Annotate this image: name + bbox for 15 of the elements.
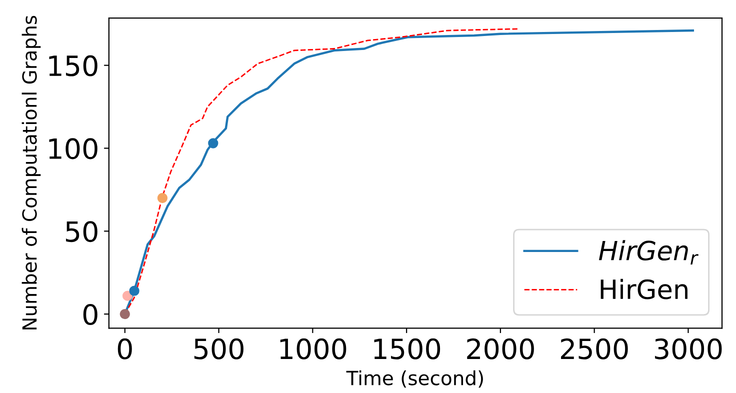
x-tick-label: 2500 <box>561 338 628 360</box>
y-axis-title: Number of Computationl Graphs <box>22 16 41 330</box>
x-axis-title: Time (second) <box>346 370 483 388</box>
x-tick-label: 500 <box>194 338 244 360</box>
x-tick-label: 2000 <box>467 338 534 360</box>
legend-label: HirGen$_{r}$ <box>598 240 698 265</box>
x-tick-label: 3000 <box>654 338 722 360</box>
x-tick-label: 1000 <box>280 338 346 360</box>
y-tick-label: 50 <box>66 221 98 242</box>
legend-label: HirGen <box>600 278 688 300</box>
y-tick-label: 0 <box>83 304 98 326</box>
y-tick-label: 100 <box>49 138 98 160</box>
x-tick-label: 0 <box>118 338 132 360</box>
x-tick-label: 1500 <box>374 338 440 360</box>
y-tick-label: 150 <box>49 55 98 76</box>
